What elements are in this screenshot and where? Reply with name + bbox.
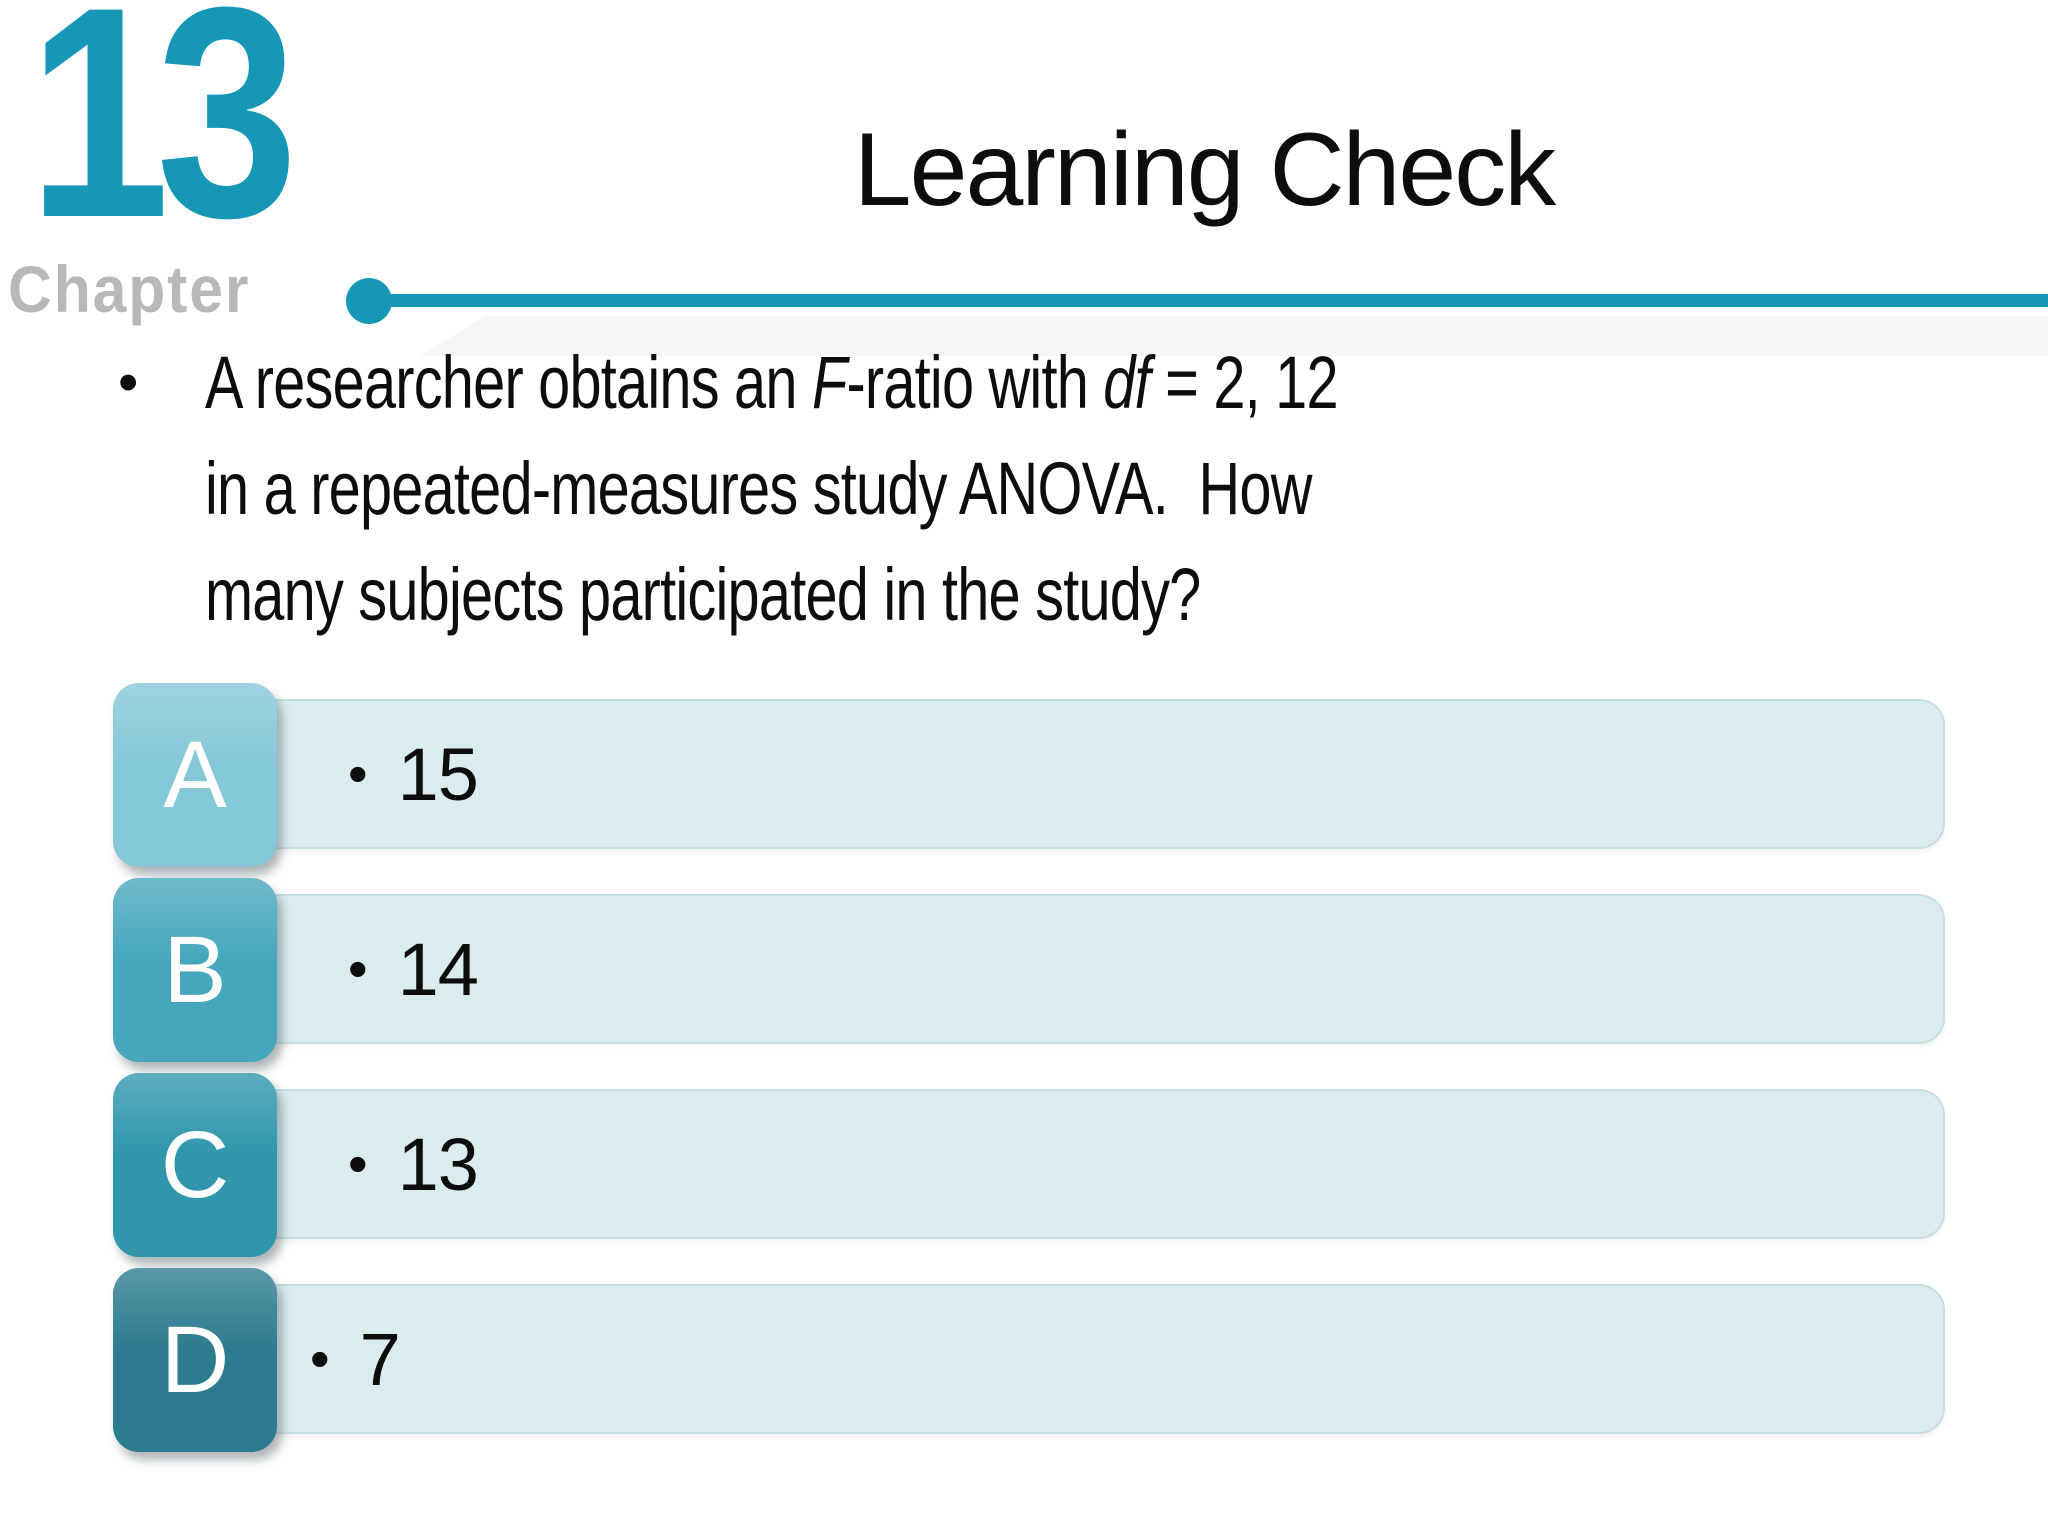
answer-letter-d: D — [160, 1306, 230, 1413]
answer-bar-b: • 14 — [200, 894, 1945, 1044]
chapter-label: Chapter — [8, 252, 251, 326]
background-swoosh — [420, 316, 2048, 356]
page-title: Learning Check — [853, 112, 1556, 228]
answer-bullet-icon: • — [348, 742, 368, 805]
answer-bullet-icon: • — [310, 1327, 330, 1390]
answer-text-a: 15 — [397, 732, 479, 816]
question-line-3: many subjects participated in the study? — [205, 553, 1201, 636]
answer-badge-b: B — [113, 878, 277, 1062]
answer-bullet-icon: • — [348, 937, 368, 1000]
answer-row-b[interactable]: • 14 B — [0, 878, 2048, 1062]
answer-bullet-icon: • — [348, 1132, 368, 1195]
question-bullet-icon: • — [118, 350, 139, 415]
answer-badge-d: D — [113, 1268, 277, 1452]
answer-row-c[interactable]: • 13 C — [0, 1073, 2048, 1257]
answer-letter-b: B — [163, 916, 227, 1023]
answer-text-c: 13 — [397, 1122, 479, 1206]
answer-text-b: 14 — [397, 927, 479, 1011]
answer-bar-c: • 13 — [200, 1089, 1945, 1239]
answer-badge-a: A — [113, 683, 277, 867]
question-text: A researcher obtains an F-ratio with df … — [205, 330, 1339, 648]
question-line-1: A researcher obtains an F-ratio with df … — [205, 341, 1339, 424]
answer-row-d[interactable]: • 7 D — [0, 1268, 2048, 1452]
answer-letter-a: A — [163, 721, 227, 828]
answer-badge-c: C — [113, 1073, 277, 1257]
question-line-2: in a repeated-measures study ANOVA. How — [205, 447, 1312, 530]
answer-text-d: 7 — [359, 1317, 401, 1401]
answer-letter-c: C — [160, 1111, 230, 1218]
title-rule — [368, 294, 2048, 307]
answer-bar-d: • 7 — [200, 1284, 1945, 1434]
answer-bar-a: • 15 — [200, 699, 1945, 849]
answer-row-a[interactable]: • 15 A — [0, 683, 2048, 867]
chapter-number: 13 — [28, 0, 298, 280]
question-block: • A researcher obtains an F-ratio with d… — [118, 330, 1657, 648]
title-rule-dot-icon — [346, 278, 392, 324]
